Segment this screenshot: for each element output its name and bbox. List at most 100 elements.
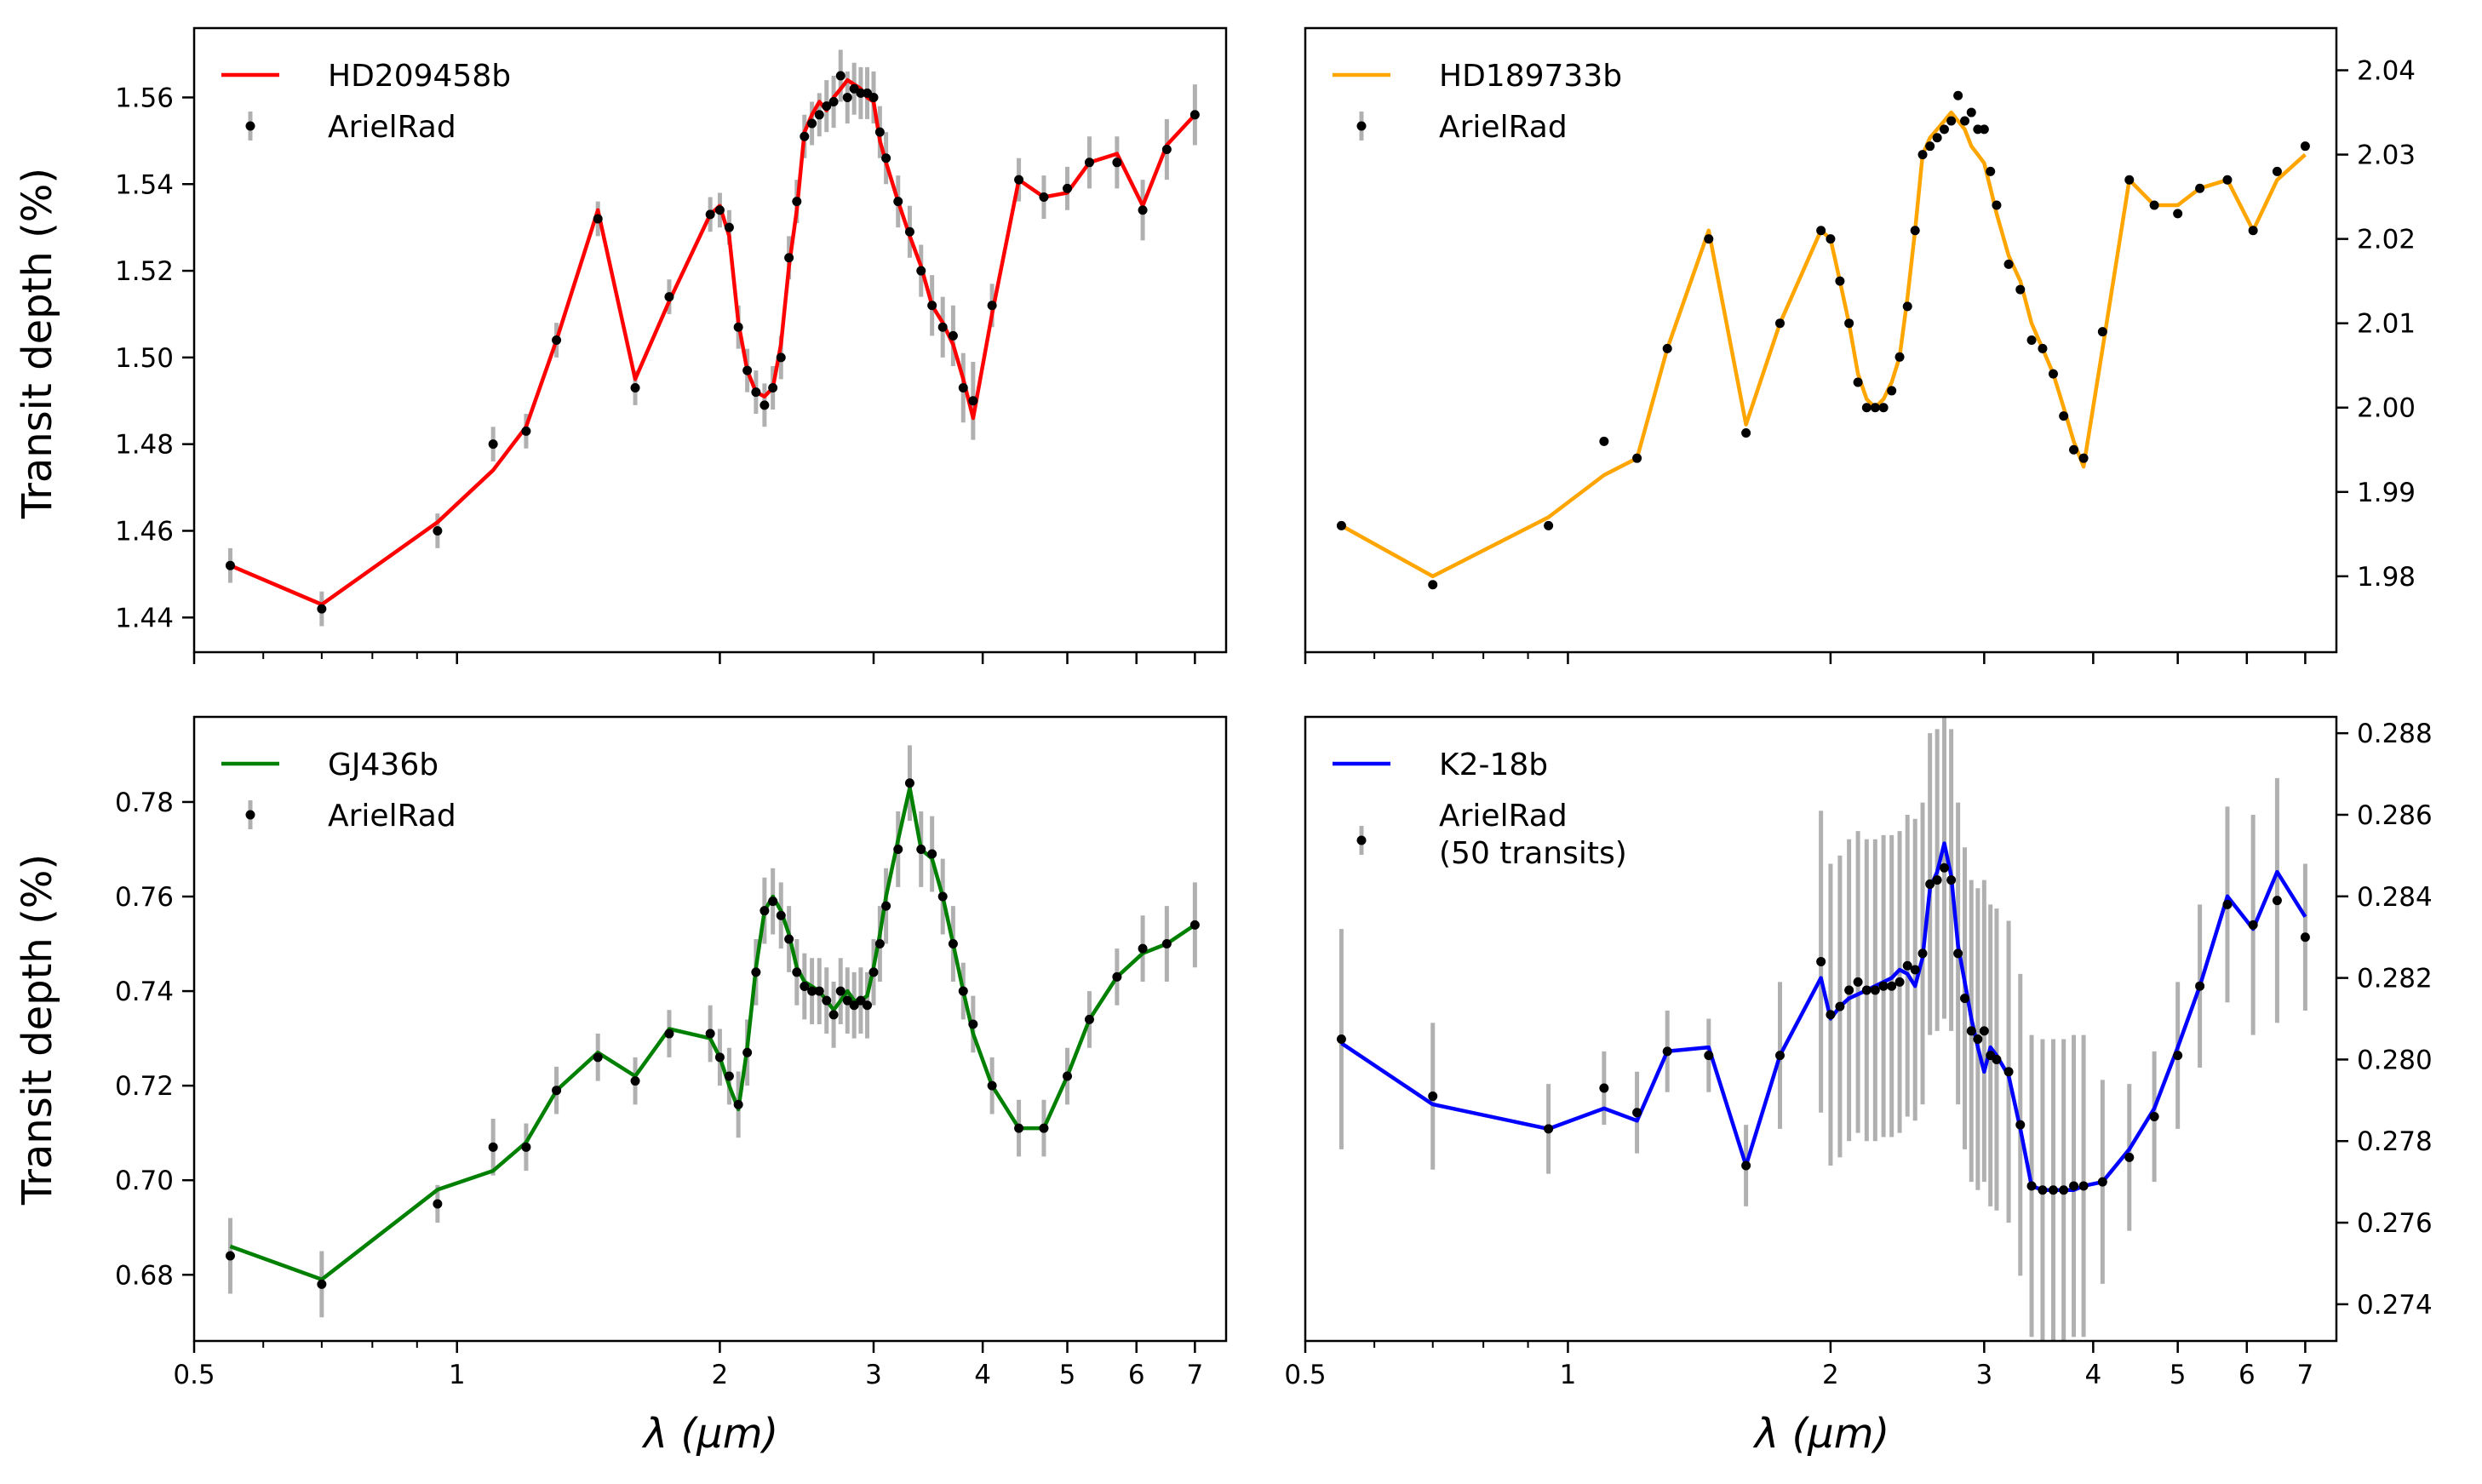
data-point	[1939, 862, 1949, 873]
data-point	[958, 382, 968, 392]
data-point	[1039, 192, 1049, 203]
data-point	[2149, 1112, 2159, 1122]
data-point	[792, 967, 802, 977]
x-tick-label: 2	[712, 1360, 729, 1390]
data-point	[1336, 520, 1346, 530]
data-point	[2069, 444, 2079, 455]
data-point	[1774, 318, 1785, 329]
y-axis: 1.44 1.46 1.48 1.50 1.52 1.54 1.56	[115, 83, 194, 633]
data-point	[893, 197, 903, 207]
data-point	[849, 83, 859, 94]
y-tick-label: 1.50	[115, 343, 174, 374]
data-point	[1662, 1046, 1672, 1057]
data-point	[2248, 920, 2258, 930]
data-point	[814, 110, 824, 120]
data-point	[742, 1047, 753, 1057]
data-point	[1544, 520, 1554, 530]
series-line-K2-18b	[1340, 841, 2307, 1192]
data-point	[1870, 403, 1880, 413]
data-point	[1910, 226, 1920, 236]
x-axis: 0.5 1 2 3 4 5 6 7	[173, 1341, 1203, 1390]
data-point	[2173, 1051, 2183, 1061]
data-point	[948, 939, 958, 949]
legend-label: (50 transits)	[1439, 836, 1627, 871]
data-point	[2003, 1067, 2014, 1077]
data-point	[2026, 335, 2037, 345]
data-point	[768, 897, 778, 907]
data-point	[800, 131, 810, 141]
data-point	[1917, 948, 1928, 959]
data-point	[1894, 352, 1905, 362]
series-line-HD209458b	[229, 77, 1197, 607]
data-point	[2272, 166, 2282, 176]
data-point	[552, 335, 562, 345]
data-point	[814, 986, 824, 996]
data-point	[2059, 1185, 2069, 1195]
data-point	[1632, 453, 1642, 463]
series-line-GJ436b	[229, 786, 1196, 1282]
data-point	[868, 92, 879, 102]
x-axis-title-left: λ (μm)	[641, 1410, 778, 1458]
y-tick-label: 0.70	[115, 1166, 174, 1196]
data-point	[714, 1052, 725, 1063]
data-point	[987, 301, 997, 311]
data-point	[1902, 960, 1912, 971]
y-tick-label: 0.78	[115, 788, 174, 818]
data-point	[2048, 1185, 2058, 1195]
y-axis: 0.68 0.70 0.72 0.74 0.76 0.78	[115, 788, 194, 1291]
data-point	[792, 197, 802, 207]
data-point	[664, 1028, 674, 1039]
y-tick-label: 0.68	[115, 1260, 174, 1291]
data-point	[904, 226, 914, 237]
data-point	[521, 1142, 531, 1152]
data-point	[1953, 90, 1963, 100]
data-point	[1816, 226, 1826, 236]
data-point	[822, 101, 832, 112]
x-tick-label: 3	[865, 1360, 882, 1390]
data-point	[800, 982, 810, 992]
data-point	[874, 127, 885, 137]
data-point	[1844, 318, 1854, 329]
y-tick-label: 0.284	[2357, 882, 2433, 913]
data-point	[1014, 1123, 1024, 1133]
legend-point-swatch	[245, 121, 255, 131]
data-point	[1014, 175, 1024, 185]
data-point	[1826, 1010, 1836, 1020]
data-point	[1861, 403, 1872, 413]
y-tick-label: 2.03	[2357, 140, 2416, 171]
y-tick-label: 0.286	[2357, 800, 2433, 831]
data-point	[1704, 1051, 1714, 1061]
x-tick-label: 2	[1822, 1360, 1839, 1390]
data-point	[1878, 981, 1889, 991]
data-point	[828, 97, 839, 107]
data-point	[1946, 875, 1957, 885]
x-tick-label: 0.5	[173, 1360, 215, 1390]
data-point	[2173, 209, 2183, 219]
data-point	[1741, 427, 1751, 438]
data-point	[2078, 1181, 2089, 1191]
data-point	[433, 1199, 443, 1209]
data-point	[1835, 1001, 1845, 1011]
data-point	[893, 844, 903, 854]
data-point	[1161, 939, 1172, 949]
data-point	[1925, 879, 1935, 889]
data-point	[835, 71, 845, 81]
data-point	[733, 1099, 743, 1109]
data-point	[1662, 343, 1672, 353]
data-point	[1894, 977, 1905, 987]
data-point	[1853, 377, 1863, 387]
axes-frame	[1304, 715, 2338, 1343]
data-point	[1878, 403, 1889, 413]
data-point	[2222, 175, 2233, 185]
data-point	[760, 906, 770, 916]
data-point	[916, 266, 926, 276]
data-point	[1844, 985, 1854, 995]
data-point	[776, 352, 786, 363]
axes-frame	[192, 26, 1228, 654]
y-tick-label: 1.46	[115, 516, 174, 547]
legend: HD209458b ArielRad	[221, 59, 511, 145]
data-point	[1902, 301, 1912, 312]
data-point	[760, 400, 770, 410]
data-point	[2003, 259, 2014, 269]
data-point	[1189, 110, 1200, 120]
